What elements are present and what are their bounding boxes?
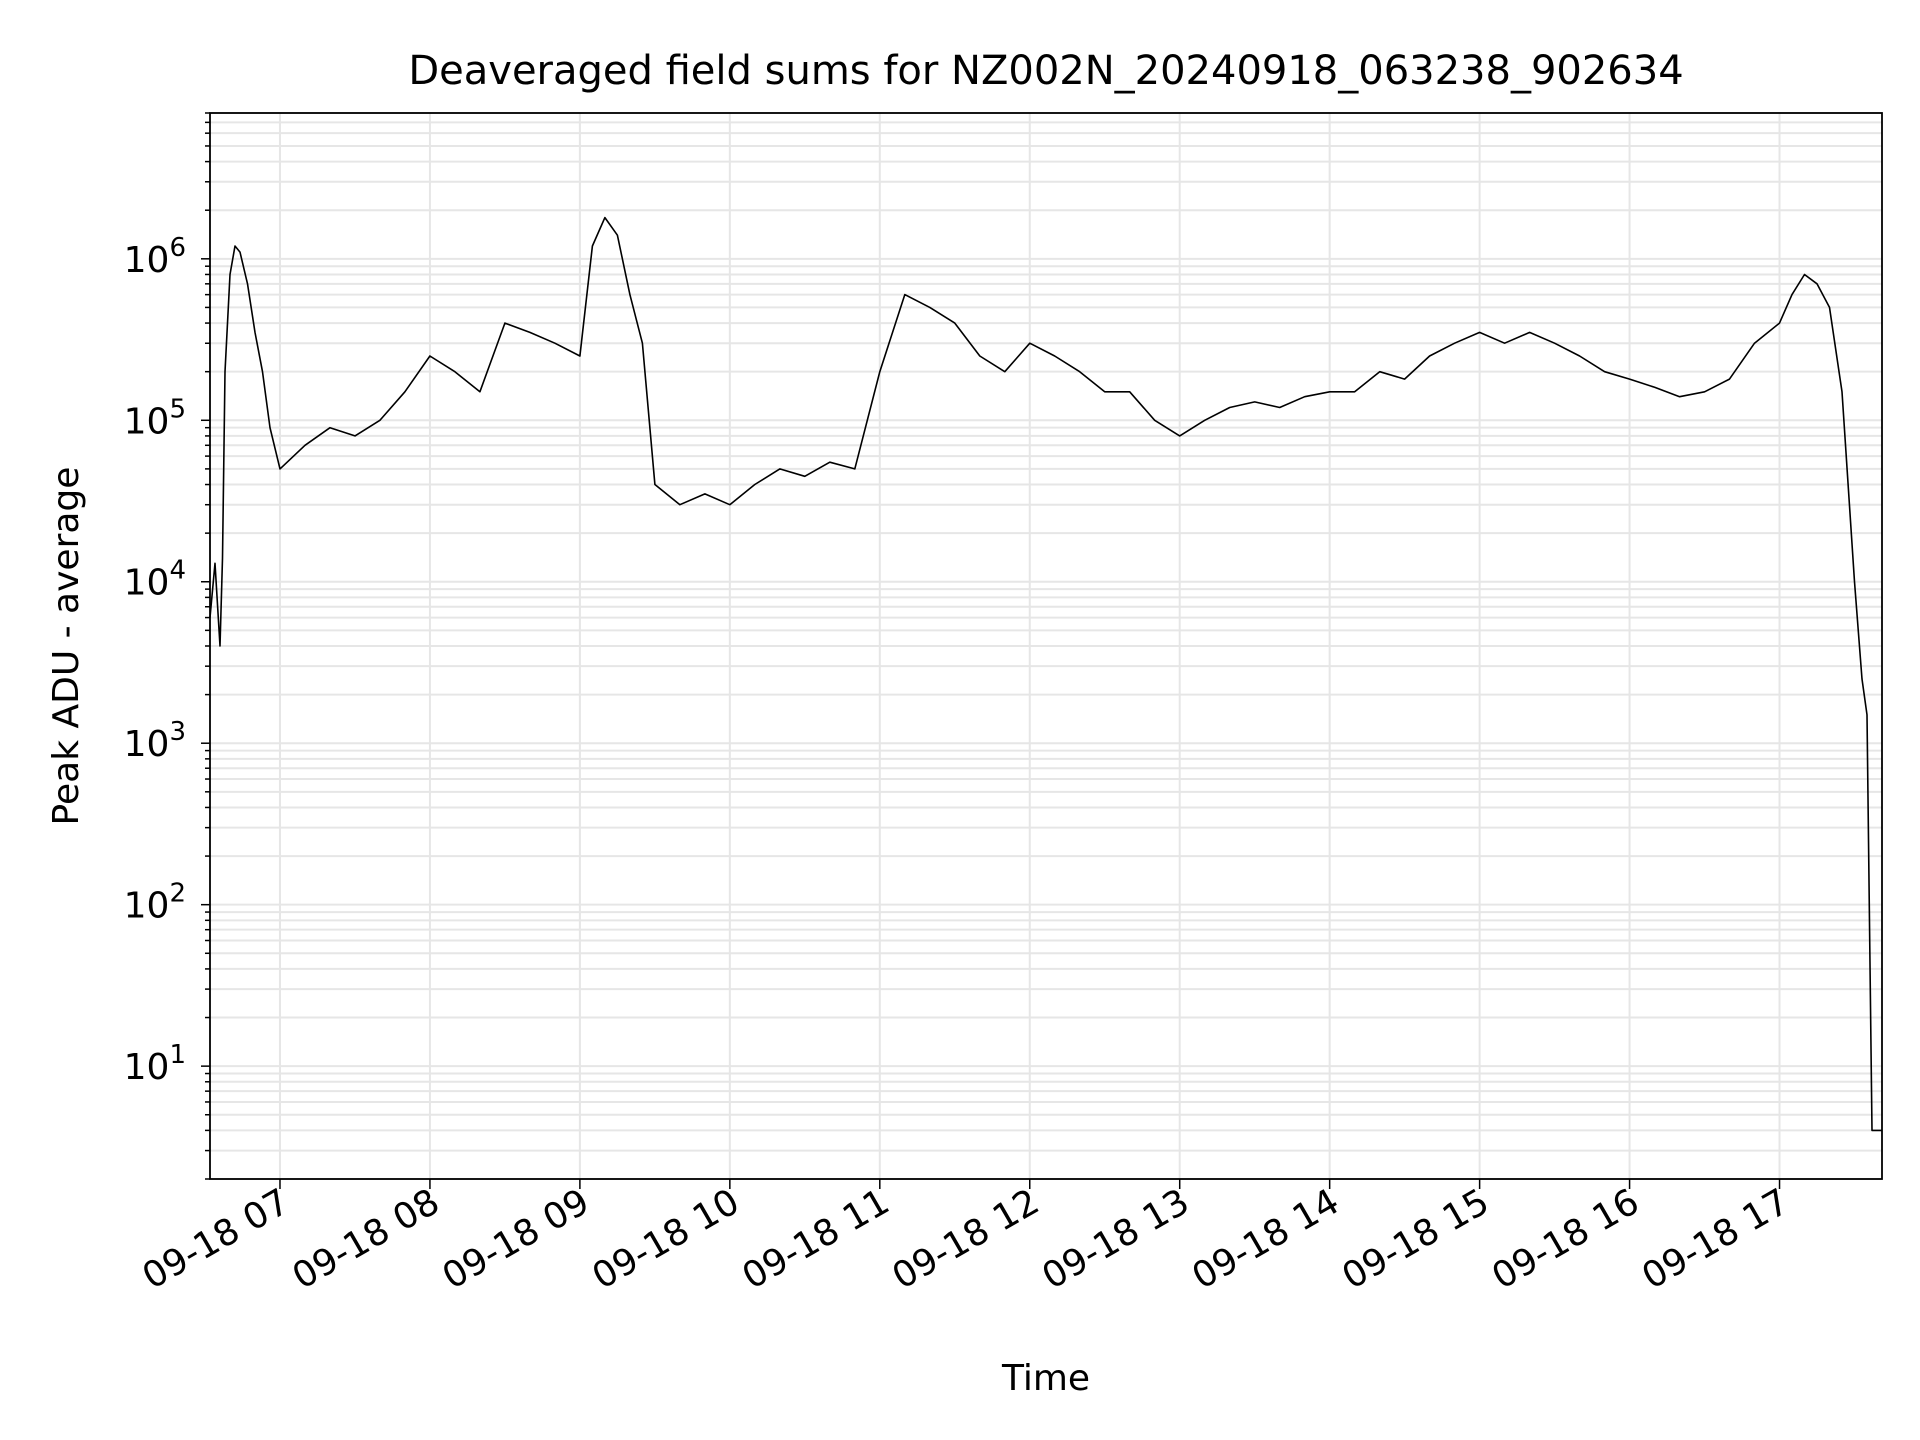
y-tick-label: 101 [124,1040,186,1088]
chart-title: Deaveraged field sums for NZ002N_2024091… [408,48,1683,94]
series-line [209,216,1882,1132]
y-tick-label: 104 [124,556,186,604]
grid [210,112,1882,1180]
y-tick-label: 106 [124,233,186,281]
y-tick-label: 103 [124,717,186,765]
y-tick-label: 102 [124,879,186,927]
data-layer [209,216,1882,1132]
x-axis-label: Time [1001,1358,1090,1399]
y-axis-label: Peak ADU - average [46,467,87,826]
y-tick-label: 105 [124,394,186,442]
